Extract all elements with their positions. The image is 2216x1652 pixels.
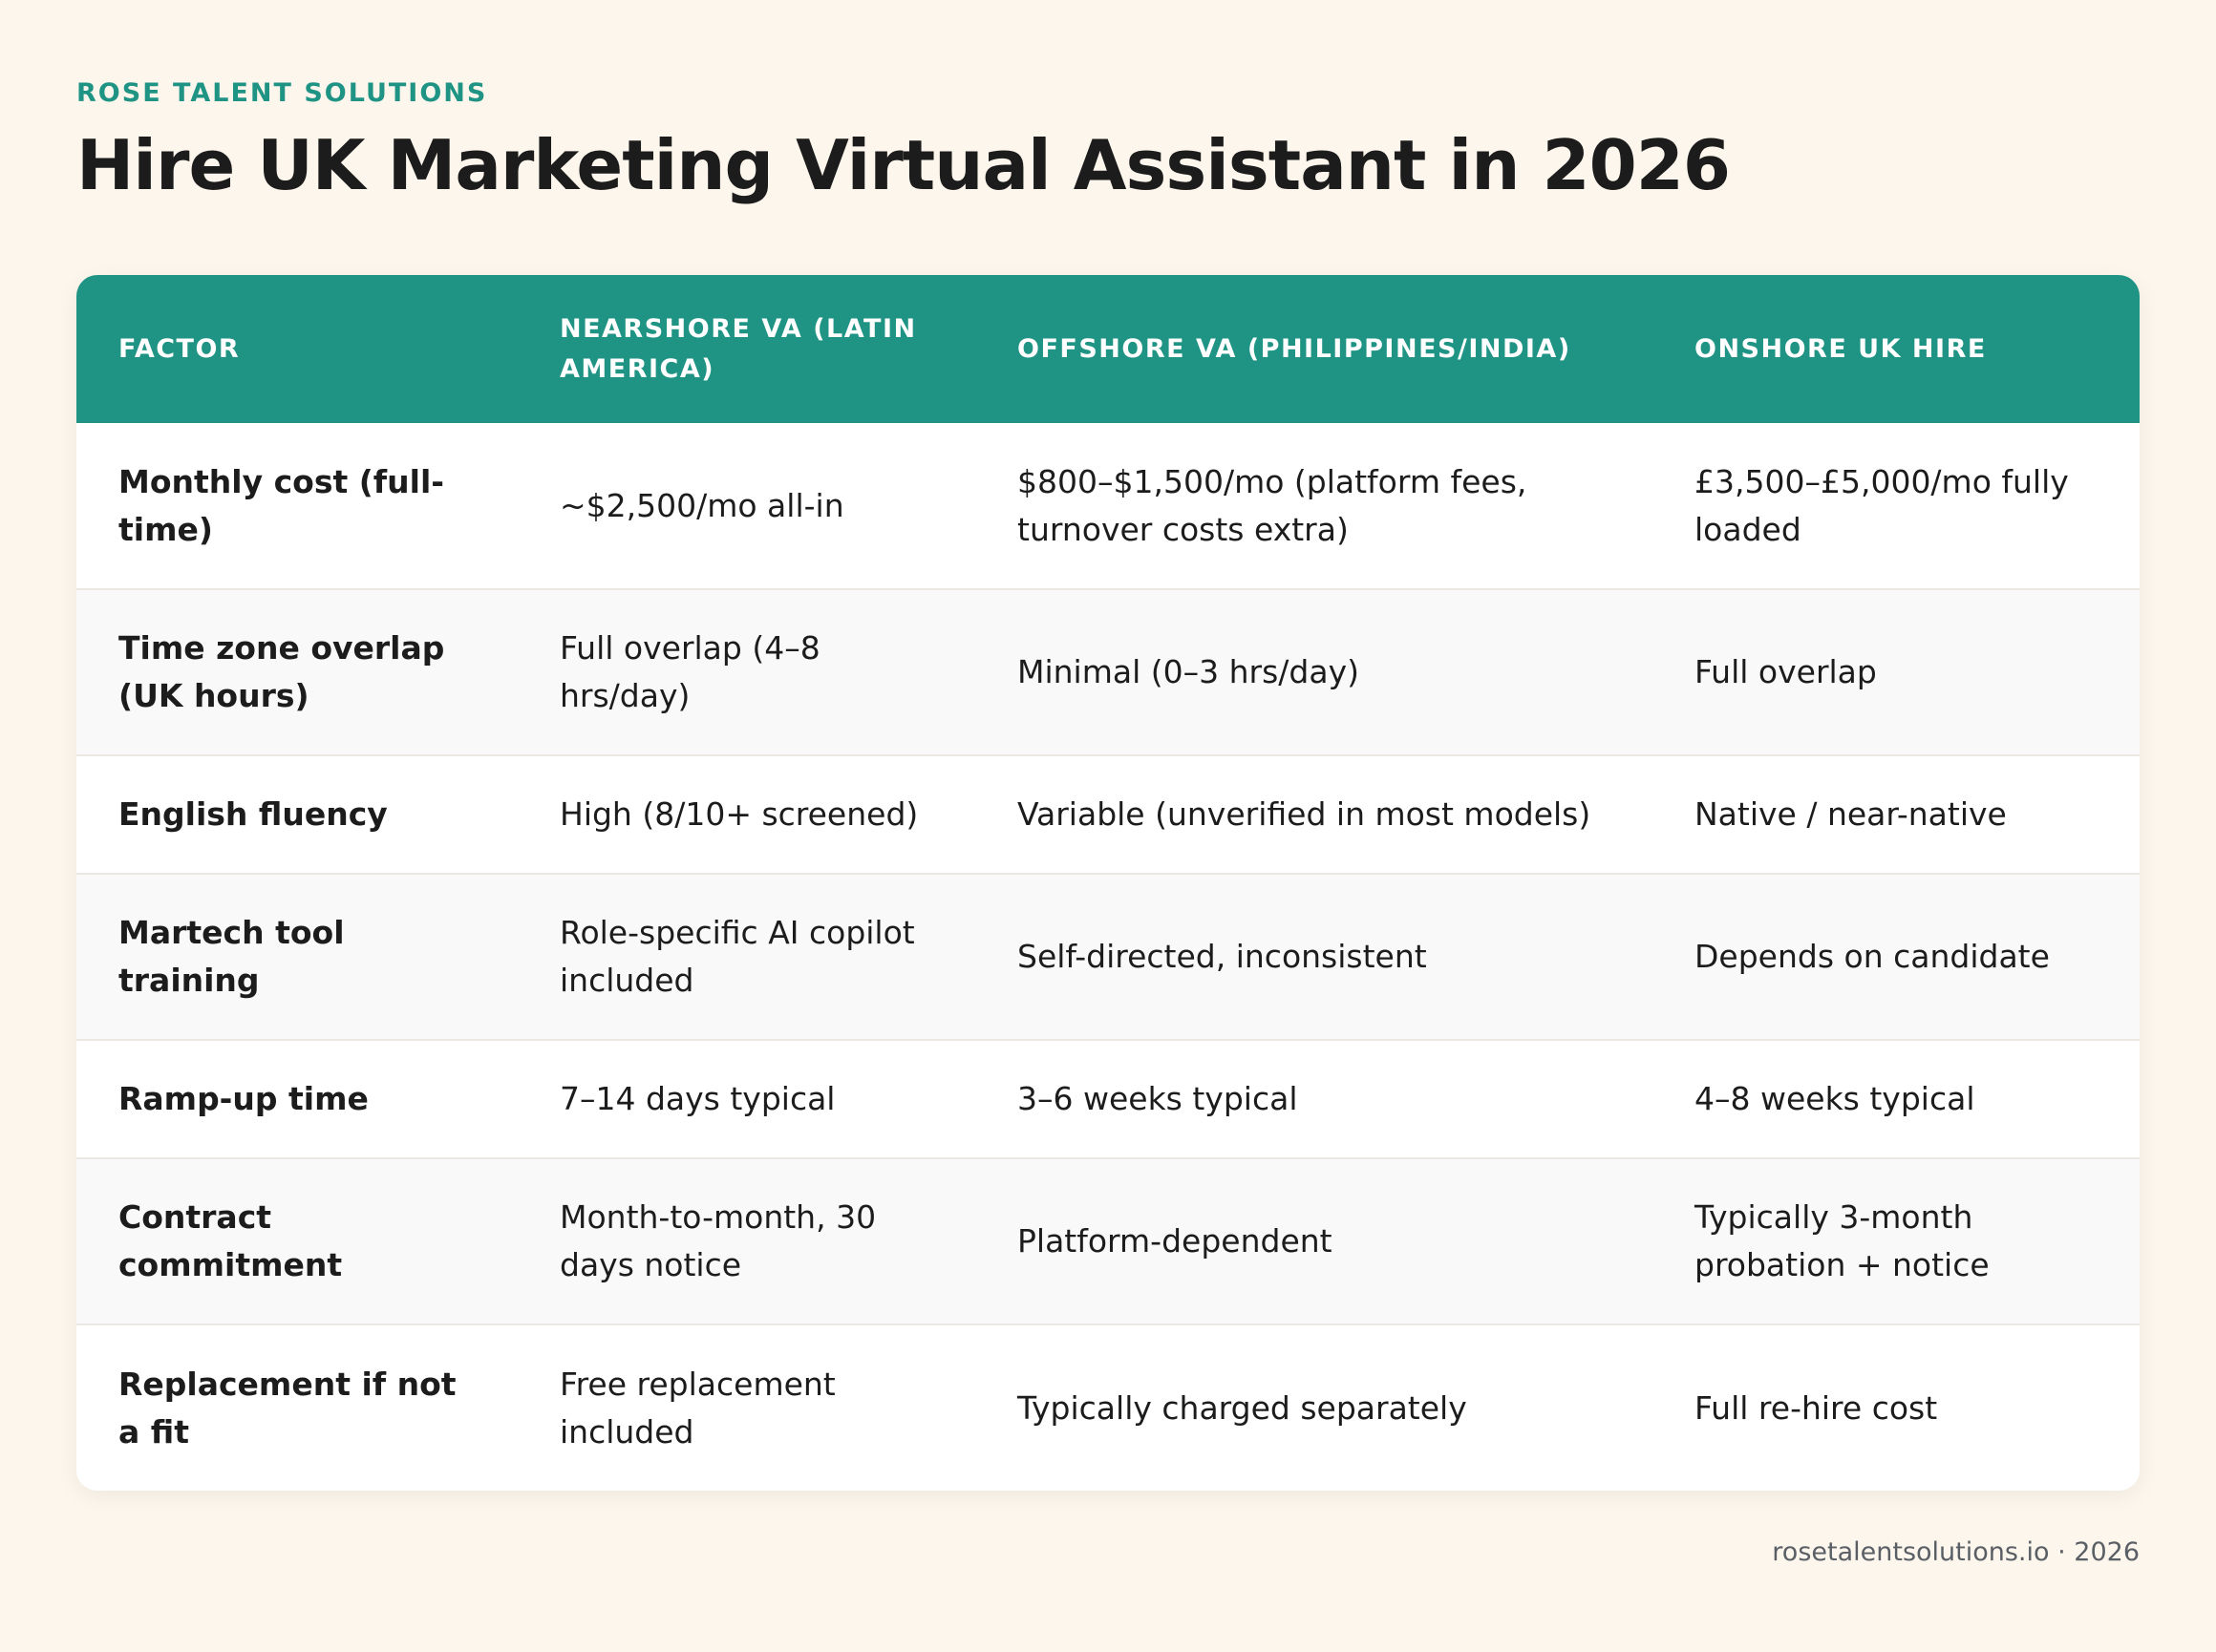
header-offshore: OFFSHORE VA (PHILIPPINES/INDIA) (1017, 333, 1571, 364)
nearshore-cell: Role-specific AI copilot included (560, 914, 915, 999)
onshore-cell: £3,500–£5,000/mo fully loaded (1694, 462, 2069, 548)
nearshore-cell: Month-to-month, 30 days notice (560, 1198, 877, 1283)
offshore-cell: 3–6 weeks typical (1017, 1080, 1298, 1117)
footer-credit: rosetalentsolutions.io · 2026 (1772, 1537, 2140, 1567)
onshore-cell: 4–8 weeks typical (1694, 1080, 1975, 1117)
onshore-cell: Typically 3-month probation + notice (1694, 1198, 1990, 1283)
brand-name: ROSE TALENT SOLUTIONS (76, 78, 488, 108)
nearshore-cell: Full overlap (4–8 hrs/day) (560, 629, 820, 714)
table-header-row: FACTOR NEARSHORE VA (LATIN AMERICA) OFFS… (76, 275, 2140, 423)
header-factor: FACTOR (118, 333, 241, 364)
onshore-cell: Depends on candidate (1694, 938, 2050, 975)
factor-cell: Time zone overlap (UK hours) (118, 629, 445, 714)
offshore-cell: Minimal (0–3 hrs/day) (1017, 653, 1359, 690)
offshore-cell: Self-directed, inconsistent (1017, 938, 1427, 975)
offshore-cell: Typically charged separately (1017, 1388, 1467, 1427)
table-row: Martech tool training Role-specific AI c… (76, 874, 2140, 1040)
comparison-table: FACTOR NEARSHORE VA (LATIN AMERICA) OFFS… (76, 275, 2140, 1491)
onshore-cell: Full overlap (1694, 653, 1877, 690)
table-row: Contract commitment Month-to-month, 30 d… (76, 1158, 2140, 1324)
header-onshore: ONSHORE UK HIRE (1694, 333, 1987, 364)
factor-cell: Replacement if not a fit (118, 1365, 457, 1451)
nearshore-cell: 7–14 days typical (560, 1080, 836, 1117)
table-row: Ramp-up time 7–14 days typical 3–6 weeks… (76, 1040, 2140, 1158)
nearshore-cell: Free replacement included (560, 1365, 836, 1451)
offshore-cell: Platform-dependent (1017, 1222, 1332, 1260)
page-title: Hire UK Marketing Virtual Assistant in 2… (76, 125, 1731, 205)
table-row: Monthly cost (full-time) ~$2,500/mo all-… (76, 423, 2140, 589)
factor-cell: English fluency (118, 795, 388, 833)
header-nearshore: NEARSHORE VA (LATIN AMERICA) (560, 313, 917, 384)
onshore-cell: Full re-hire cost (1694, 1388, 1938, 1427)
nearshore-cell: High (8/10+ screened) (560, 795, 919, 833)
factor-cell: Contract commitment (118, 1198, 343, 1283)
table-row: Time zone overlap (UK hours) Full overla… (76, 589, 2140, 755)
nearshore-cell: ~$2,500/mo all-in (560, 486, 844, 524)
offshore-cell: Variable (unverified in most models) (1017, 795, 1591, 833)
factor-cell: Monthly cost (full-time) (118, 462, 444, 548)
table-row: Replacement if not a fit Free replacemen… (76, 1324, 2140, 1491)
comparison-table-card: FACTOR NEARSHORE VA (LATIN AMERICA) OFFS… (76, 275, 2140, 1491)
factor-cell: Martech tool training (118, 914, 345, 999)
offshore-cell: $800–$1,500/mo (platform fees, turnover … (1017, 462, 1527, 548)
factor-cell: Ramp-up time (118, 1080, 369, 1117)
table-row: English fluency High (8/10+ screened) Va… (76, 755, 2140, 874)
onshore-cell: Native / near-native (1694, 795, 2007, 833)
